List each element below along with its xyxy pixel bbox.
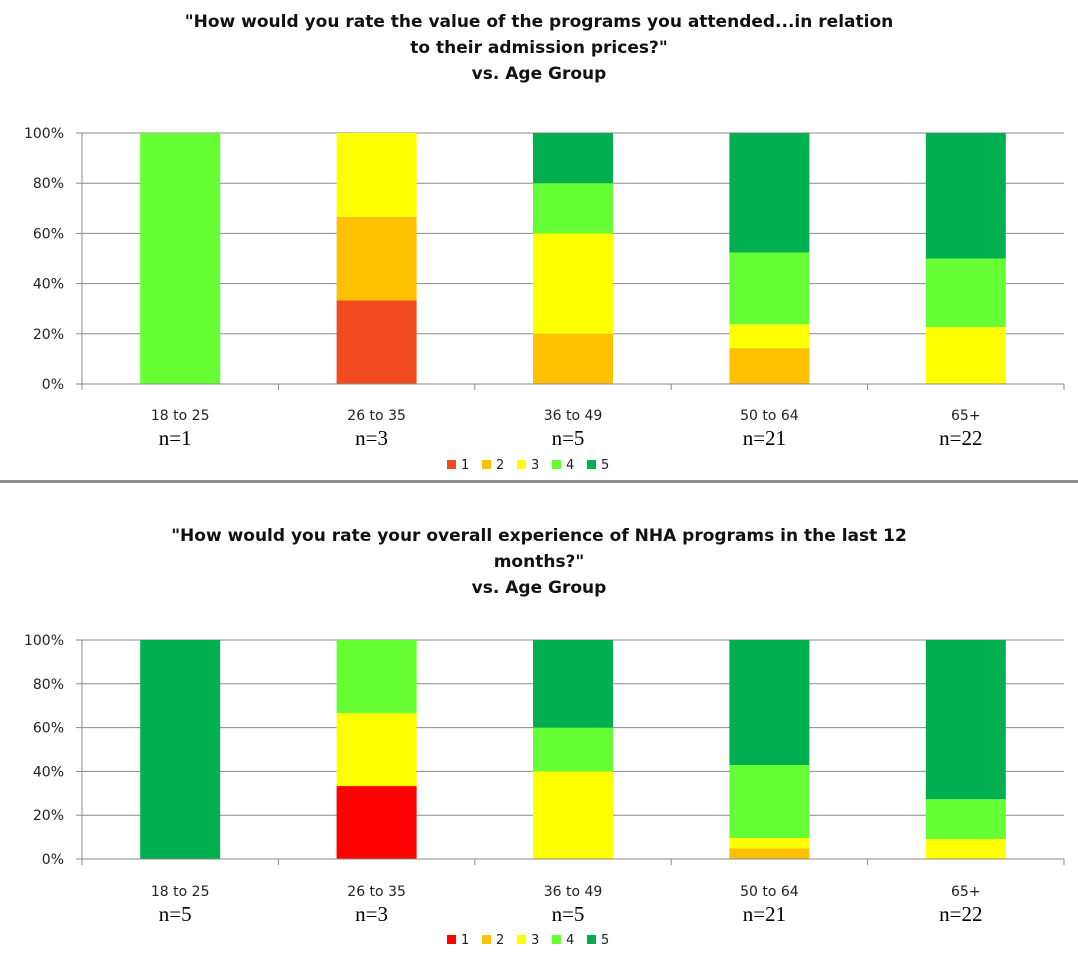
bar-segment-4	[533, 727, 613, 772]
bar-segment-2	[336, 216, 417, 301]
y-tick-label: 60%	[33, 226, 64, 242]
bar-segment-3	[533, 233, 613, 334]
bar-segment-4	[533, 183, 613, 234]
sample-size-label: n=21	[743, 426, 786, 450]
y-tick-label: 0%	[42, 377, 64, 393]
legend-label-4: 4	[566, 933, 574, 948]
chart-title-line-2: to their admission prices?"	[410, 38, 668, 58]
bar-segment-5	[729, 133, 810, 253]
bar-segment-1	[336, 300, 417, 384]
chart-title-line-1: "How would you rate your overall experie…	[171, 526, 907, 546]
y-tick-label: 0%	[42, 852, 64, 868]
bar-segment-4	[925, 799, 1006, 840]
bar-segment-4	[140, 133, 221, 384]
legend-label-2: 2	[496, 933, 504, 948]
legend-label-1: 1	[461, 458, 469, 473]
chart-title-line-1: "How would you rate the value of the pro…	[184, 12, 894, 32]
legend-swatch-4	[552, 935, 561, 944]
bar-segment-3	[729, 837, 810, 849]
x-tick-label: 65+	[951, 408, 981, 424]
sample-size-label: n=3	[355, 902, 388, 926]
chart-title-line-2: months?"	[493, 552, 585, 572]
x-tick-label: 50 to 64	[740, 408, 799, 424]
x-tick-label: 65+	[951, 884, 981, 900]
y-tick-label: 40%	[33, 277, 64, 293]
legend-label-5: 5	[601, 933, 609, 948]
bar-segment-5	[729, 640, 810, 766]
x-tick-label: 18 to 25	[151, 884, 210, 900]
chart-panel-value-rating: "How would you rate the value of the pro…	[0, 0, 1078, 482]
legend-swatch-3	[517, 460, 526, 469]
y-tick-label: 80%	[33, 677, 64, 693]
stacked-bar-chart-value: 0% 20% 40% 60% 80% 100% 18 to 25 n=1 26 to 35 n=3…	[24, 126, 1065, 473]
bar-segment-5	[925, 640, 1006, 800]
x-tick-label: 50 to 64	[740, 884, 799, 900]
sample-size-label: n=5	[159, 902, 192, 926]
x-tick-label: 36 to 49	[544, 884, 603, 900]
chart-subtitle: vs. Age Group	[471, 578, 607, 598]
bar-segment-2	[533, 333, 613, 384]
y-tick-label: 100%	[24, 126, 64, 142]
bar-segment-4	[925, 258, 1006, 328]
y-tick-label: 80%	[33, 176, 64, 192]
bar-segment-5	[533, 133, 613, 184]
bar-segment-3	[925, 327, 1006, 384]
bar-segment-2	[729, 348, 810, 384]
legend-label-5: 5	[601, 458, 609, 473]
legend-label-1: 1	[461, 933, 469, 948]
bar-segment-5	[533, 640, 613, 728]
legend-swatch-5	[587, 460, 596, 469]
chart-separator	[0, 480, 1078, 483]
y-tick-label: 40%	[33, 764, 64, 780]
bar-segment-4	[336, 640, 417, 714]
sample-size-label: n=22	[939, 902, 982, 926]
y-tick-label: 60%	[33, 721, 64, 737]
sample-size-label: n=1	[159, 426, 192, 450]
sample-size-label: n=5	[552, 426, 585, 450]
bar-segment-5	[140, 640, 221, 859]
chart-subtitle: vs. Age Group	[471, 64, 607, 84]
legend-swatch-3	[517, 935, 526, 944]
legend-swatch-4	[552, 460, 561, 469]
legend-swatch-5	[587, 935, 596, 944]
legend-label-4: 4	[566, 458, 574, 473]
legend-label-2: 2	[496, 458, 504, 473]
legend-swatch-2	[482, 460, 491, 469]
legend-label-3: 3	[531, 933, 539, 948]
sample-size-label: n=5	[552, 902, 585, 926]
x-tick-label: 26 to 35	[347, 884, 406, 900]
x-tick-label: 36 to 49	[544, 408, 603, 424]
bar-segment-3	[533, 771, 613, 859]
chart-panel-overall-experience: "How would you rate your overall experie…	[0, 482, 1078, 966]
bar-segment-4	[729, 765, 810, 838]
bar-segment-3	[336, 133, 417, 217]
bar-segment-3	[925, 839, 1006, 859]
sample-size-label: n=3	[355, 426, 388, 450]
bar-segment-2	[729, 848, 810, 859]
bar-segment-5	[925, 133, 1006, 259]
bar-segment-3	[336, 713, 417, 787]
y-tick-label: 20%	[33, 808, 64, 824]
x-tick-label: 18 to 25	[151, 408, 210, 424]
sample-size-label: n=21	[743, 902, 786, 926]
legend-swatch-2	[482, 935, 491, 944]
bar-segment-1	[336, 786, 417, 859]
y-tick-label: 20%	[33, 327, 64, 343]
y-tick-label: 100%	[24, 633, 64, 649]
legend-swatch-1	[447, 935, 456, 944]
sample-size-label: n=22	[939, 426, 982, 450]
bar-segment-3	[729, 324, 810, 349]
x-tick-label: 26 to 35	[347, 408, 406, 424]
stacked-bar-chart-experience: 0% 20% 40% 60% 80% 100% 18 to 25 n=5 26 to 35 n=3…	[24, 633, 1065, 948]
bar-segment-4	[729, 252, 810, 325]
legend-label-3: 3	[531, 458, 539, 473]
legend-swatch-1	[447, 460, 456, 469]
